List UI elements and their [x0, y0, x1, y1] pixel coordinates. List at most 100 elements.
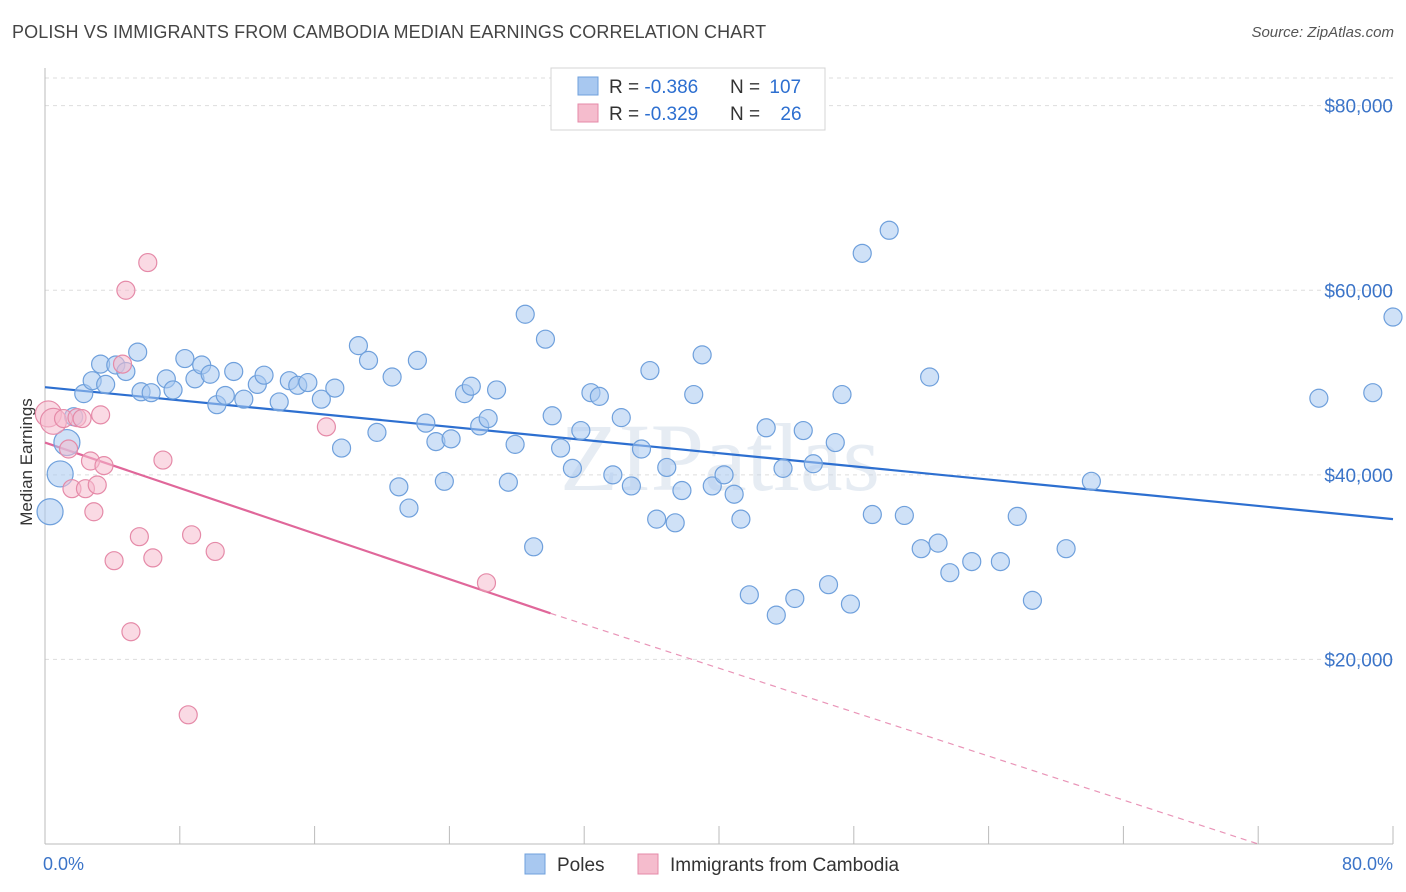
- cambodia-point: [476, 573, 497, 593]
- poles-point: [589, 386, 609, 406]
- poles-point: [478, 408, 498, 429]
- poles-point: [128, 342, 148, 362]
- cambodia-trend-extension: [550, 612, 1259, 845]
- poles-point: [911, 539, 931, 559]
- poles-point: [990, 551, 1010, 572]
- poles-point: [36, 498, 64, 526]
- poles-point: [498, 472, 518, 492]
- poles-point: [441, 429, 461, 449]
- poles-point: [1056, 539, 1076, 559]
- poles-point: [818, 575, 839, 595]
- cambodia-point: [94, 456, 114, 476]
- poles-point: [524, 537, 544, 557]
- poles-point: [254, 365, 274, 385]
- poles-point: [542, 406, 562, 426]
- svg-text:R = -0.386: R = -0.386: [609, 77, 698, 98]
- data-points: [34, 220, 1403, 725]
- poles-point: [311, 389, 331, 409]
- cambodia-point: [205, 541, 225, 562]
- poles-point: [840, 594, 861, 614]
- poles-point: [1022, 590, 1043, 610]
- cambodia-point: [116, 280, 136, 300]
- y-tick-label: $80,000: [1324, 97, 1393, 118]
- cambodia-point: [72, 408, 92, 429]
- cambodia-n-label: N =: [730, 104, 765, 125]
- poles-point: [702, 476, 722, 496]
- x-tick-label-min: 0.0%: [43, 854, 84, 874]
- cambodia-point: [181, 525, 202, 545]
- poles-point: [739, 585, 759, 605]
- poles-point: [46, 460, 74, 488]
- poles-r-label: R =: [609, 77, 644, 98]
- poles-point: [96, 374, 116, 394]
- poles-point: [647, 509, 667, 529]
- poles-point: [879, 220, 899, 240]
- poles-point: [515, 304, 535, 324]
- poles-point: [731, 509, 751, 529]
- cambodia-point: [91, 405, 111, 425]
- stats-legend: R = -0.386 N = 107 R = -0.329 N = 26: [550, 67, 826, 131]
- poles-point: [331, 438, 352, 458]
- poles-point: [621, 476, 641, 496]
- poles-point: [684, 384, 704, 405]
- cambodia-legend-label: Immigrants from Cambodia: [670, 855, 900, 876]
- poles-point: [325, 378, 345, 398]
- poles-point: [940, 563, 960, 583]
- poles-point: [692, 345, 712, 365]
- svg-text:N = 107: N = 107: [730, 77, 801, 98]
- poles-point: [505, 434, 525, 454]
- cambodia-legend-swatch: [577, 103, 599, 123]
- poles-legend-swatch: [577, 76, 599, 96]
- poles-point: [756, 418, 776, 438]
- poles-point: [215, 385, 235, 406]
- poles-point: [389, 477, 409, 497]
- poles-n-value: 107: [769, 77, 801, 98]
- poles-point: [962, 551, 982, 572]
- poles-point: [1383, 307, 1403, 327]
- cambodia-point: [87, 475, 107, 495]
- poles-point: [785, 588, 805, 609]
- cambodia-n-value: 26: [780, 104, 801, 125]
- cambodia-point: [138, 252, 158, 273]
- cambodia-point: [316, 417, 336, 437]
- chart-title: POLISH VS IMMIGRANTS FROM CAMBODIA MEDIA…: [12, 22, 767, 42]
- poles-point: [766, 605, 786, 625]
- poles-point: [175, 348, 195, 369]
- trend-lines: [44, 386, 1394, 845]
- poles-point: [358, 350, 379, 371]
- poles-point: [773, 458, 793, 478]
- poles-point: [562, 458, 583, 478]
- cambodia-point: [104, 551, 124, 571]
- poles-point: [535, 329, 556, 349]
- axes: [44, 68, 1394, 845]
- cambodia-point: [58, 439, 79, 459]
- poles-point: [1363, 383, 1383, 403]
- poles-point: [141, 383, 161, 403]
- poles-point: [640, 360, 660, 381]
- poles-n-label: N =: [730, 77, 765, 98]
- poles-point: [1081, 471, 1101, 491]
- poles-point: [348, 336, 369, 356]
- poles-point: [928, 533, 948, 553]
- cambodia-point: [143, 548, 163, 568]
- cambodia-point: [84, 502, 104, 522]
- cambodia-point: [112, 354, 133, 374]
- poles-point: [163, 380, 183, 400]
- x-tick-label-max: 80.0%: [1342, 854, 1393, 874]
- poles-point: [672, 480, 692, 501]
- poles-swatch: [524, 853, 546, 875]
- poles-point: [416, 413, 436, 433]
- y-tick-label: $20,000: [1324, 650, 1393, 671]
- y-tick-labels: $20,000 $40,000 $60,000 $80,000: [1324, 97, 1393, 672]
- chart-source: Source: ZipAtlas.com: [1251, 24, 1394, 41]
- svg-text:R = -0.329: R = -0.329: [609, 104, 698, 125]
- x-tick-labels: 0.0% 80.0%: [43, 854, 1393, 874]
- poles-legend-label: Poles: [557, 855, 605, 876]
- poles-point: [852, 243, 872, 263]
- poles-point: [724, 484, 744, 504]
- poles-point: [665, 513, 685, 533]
- cambodia-point: [121, 622, 141, 642]
- poles-point: [1007, 506, 1027, 526]
- poles-point: [200, 364, 220, 384]
